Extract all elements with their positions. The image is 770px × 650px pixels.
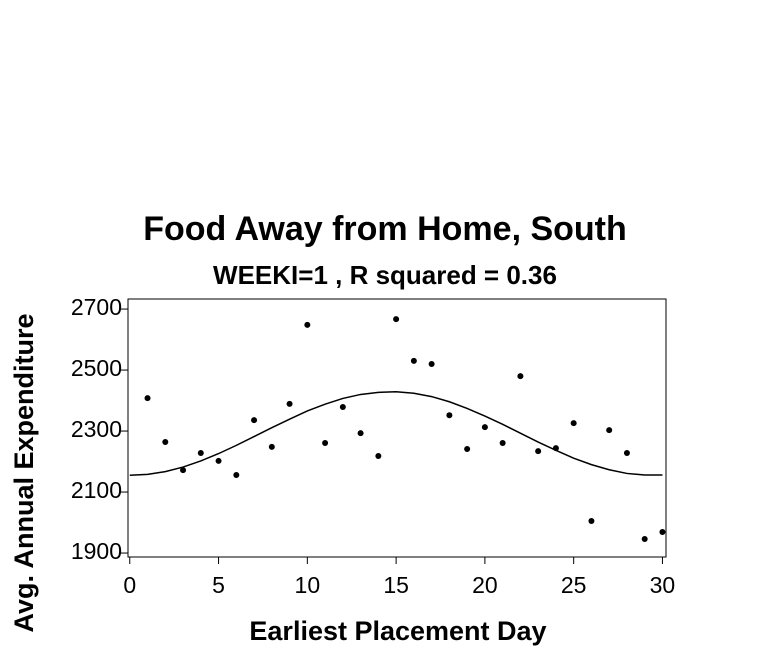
- data-point: [180, 467, 187, 474]
- data-point: [233, 471, 240, 478]
- y-tick-label: 1900: [71, 538, 122, 564]
- data-point: [144, 395, 151, 402]
- data-point: [481, 424, 488, 431]
- chart-subtitle: WEEKI=1 , R squared = 0.36: [213, 260, 557, 290]
- data-point: [606, 427, 613, 434]
- data-point: [357, 430, 364, 437]
- data-point: [623, 450, 630, 457]
- x-tick-label: 10: [295, 572, 321, 598]
- data-point: [375, 453, 382, 460]
- data-point: [339, 403, 346, 410]
- y-tick-label: 2700: [71, 294, 122, 320]
- chart-title: Food Away from Home, South: [143, 210, 627, 248]
- data-point: [410, 357, 417, 364]
- data-point: [535, 448, 542, 455]
- data-point: [322, 439, 329, 446]
- data-point: [464, 446, 471, 453]
- data-point: [659, 528, 666, 535]
- data-point: [162, 439, 169, 446]
- data-point: [588, 518, 595, 525]
- y-tick-label: 2500: [71, 355, 122, 381]
- data-point: [517, 373, 524, 380]
- y-tick-label: 2300: [71, 416, 122, 442]
- x-axis-label: Earliest Placement Day: [249, 616, 546, 646]
- data-point: [570, 420, 577, 427]
- x-tick-label: 25: [561, 572, 587, 598]
- data-point: [197, 450, 204, 457]
- data-point: [304, 321, 311, 328]
- y-tick-label: 2100: [71, 477, 122, 503]
- data-point: [499, 439, 506, 446]
- data-point: [286, 400, 293, 407]
- data-point: [215, 457, 222, 464]
- data-point: [446, 412, 453, 419]
- x-tick-label: 30: [650, 572, 676, 598]
- x-tick-label: 15: [383, 572, 409, 598]
- plot-frame: [127, 298, 667, 558]
- data-point: [268, 443, 275, 450]
- data-point: [251, 417, 258, 424]
- fit-line: [129, 390, 663, 477]
- x-tick-label: 20: [472, 572, 498, 598]
- data-point: [641, 536, 648, 543]
- y-axis-label: Avg. Annual Expenditure: [9, 313, 39, 632]
- data-point: [393, 316, 400, 323]
- x-tick-label: 5: [212, 572, 225, 598]
- x-tick-label: 0: [123, 572, 136, 598]
- data-point: [428, 360, 435, 367]
